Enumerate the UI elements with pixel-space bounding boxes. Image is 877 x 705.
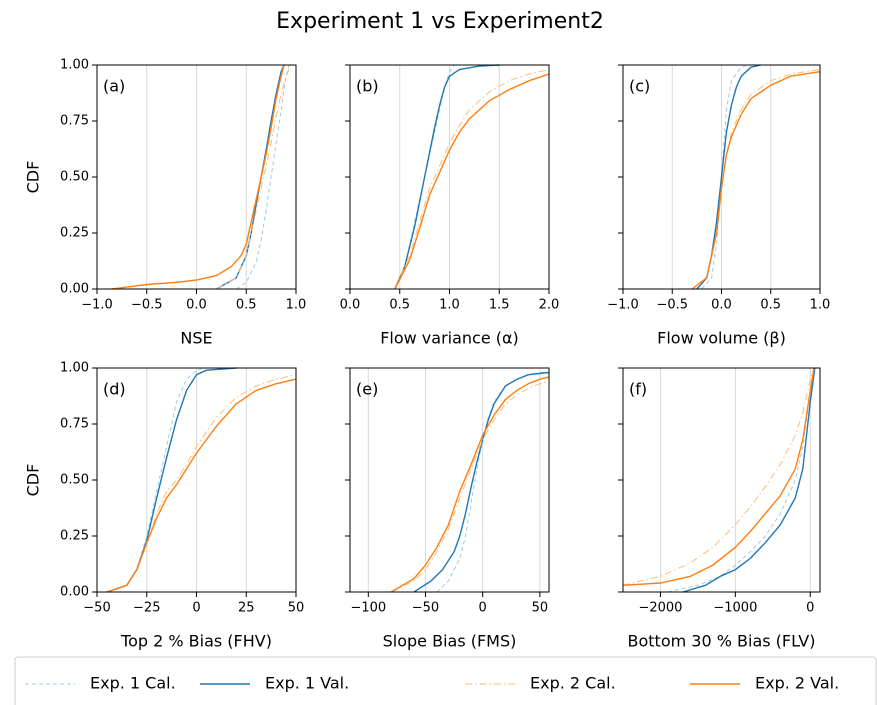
legend-label: Exp. 1 Cal. (90, 674, 176, 693)
y-tick-label: 0.50 (60, 170, 89, 185)
cdf-line (623, 367, 815, 586)
legend-label: Exp. 2 Val. (755, 674, 839, 693)
x-axis-label: NSE (180, 329, 212, 348)
panel-label: (c) (629, 77, 650, 96)
x-axis-label: Flow variance (α) (380, 329, 519, 348)
x-tick-label: −100 (350, 601, 386, 616)
y-tick-label: 1.00 (60, 58, 89, 73)
x-tick-label: 0.0 (340, 298, 361, 313)
x-tick-label: 50 (288, 601, 305, 616)
x-tick-label: 1.0 (439, 298, 460, 313)
x-tick-label: −25 (133, 601, 160, 616)
y-tick-label: 0.25 (60, 226, 89, 241)
cdf-line (106, 374, 296, 593)
y-tick-label: 0.00 (60, 585, 89, 600)
cdf-line (701, 64, 752, 290)
x-tick-label: 1.0 (286, 298, 307, 313)
x-tick-label: −1000 (713, 601, 757, 616)
x-tick-label: 50 (532, 601, 549, 616)
cdf-line (394, 69, 549, 290)
panel-label: (f) (629, 380, 647, 399)
y-tick-label: 0.75 (60, 114, 89, 129)
x-tick-label: 0.5 (760, 298, 781, 313)
y-tick-label: 0.25 (60, 529, 89, 544)
x-axis-label: Slope Bias (FMS) (383, 632, 517, 651)
panel-label: (d) (103, 380, 126, 399)
x-tick-label: −1.0 (607, 298, 639, 313)
x-tick-label: −1.0 (81, 298, 113, 313)
y-tick-label: 0.50 (60, 473, 89, 488)
cdf-line (106, 367, 207, 593)
y-axis-label: CDF (24, 464, 43, 497)
x-tick-label: 0.5 (236, 298, 257, 313)
panel-label: (a) (103, 77, 125, 96)
x-tick-label: 0 (479, 601, 487, 616)
x-tick-label: 0.0 (186, 298, 207, 313)
cdf-line (682, 367, 816, 593)
legend-box (14, 656, 877, 705)
x-tick-label: −50 (412, 601, 439, 616)
panel-label: (b) (356, 77, 379, 96)
y-tick-label: 0.00 (60, 282, 89, 297)
figure-title: Experiment 1 vs Experiment2 (276, 9, 604, 34)
legend-label: Exp. 2 Cal. (530, 674, 616, 693)
x-tick-label: −0.5 (131, 298, 163, 313)
cdf-line (394, 64, 455, 290)
cdf-line (390, 376, 549, 593)
cdf-line (394, 64, 500, 290)
x-tick-label: −2000 (638, 601, 682, 616)
y-tick-label: 1.00 (60, 361, 89, 376)
axes-frame (96, 367, 297, 593)
y-axis-label: CDF (24, 161, 43, 194)
cdf-line (394, 73, 549, 290)
panel-label: (e) (356, 380, 378, 399)
x-axis-label: Bottom 30 % Bias (FLV) (628, 632, 816, 651)
axes-frame (622, 367, 821, 593)
x-tick-label: 1.5 (489, 298, 510, 313)
x-axis-label: Flow volume (β) (657, 329, 786, 348)
x-tick-label: 0.0 (711, 298, 732, 313)
cdf-line (623, 367, 815, 586)
cdf-line (413, 371, 549, 593)
cdf-line (436, 372, 549, 593)
cdf-line (390, 380, 549, 593)
x-tick-label: −0.5 (656, 298, 688, 313)
x-tick-label: 1.0 (810, 298, 831, 313)
cdf-line (106, 367, 237, 593)
x-tick-label: 0 (192, 601, 200, 616)
axes-frame (96, 64, 297, 290)
cdf-line (106, 378, 296, 593)
cdf-line (667, 367, 815, 593)
axes-frame (349, 367, 550, 593)
x-tick-label: 25 (238, 601, 255, 616)
axes-frame (622, 64, 821, 290)
x-tick-label: 0.5 (389, 298, 410, 313)
y-tick-label: 0.75 (60, 417, 89, 432)
cdf-line (216, 64, 285, 290)
cdf-line (111, 64, 285, 290)
x-tick-label: 2.0 (539, 298, 560, 313)
cdf-line (691, 71, 820, 290)
legend-label: Exp. 1 Val. (265, 674, 349, 693)
cdf-line (236, 64, 290, 290)
x-tick-label: 0 (806, 601, 814, 616)
cdf-line (216, 64, 292, 290)
axes-frame (349, 64, 550, 290)
x-tick-label: −50 (83, 601, 110, 616)
x-axis-label: Top 2 % Bias (FHV) (120, 632, 272, 651)
